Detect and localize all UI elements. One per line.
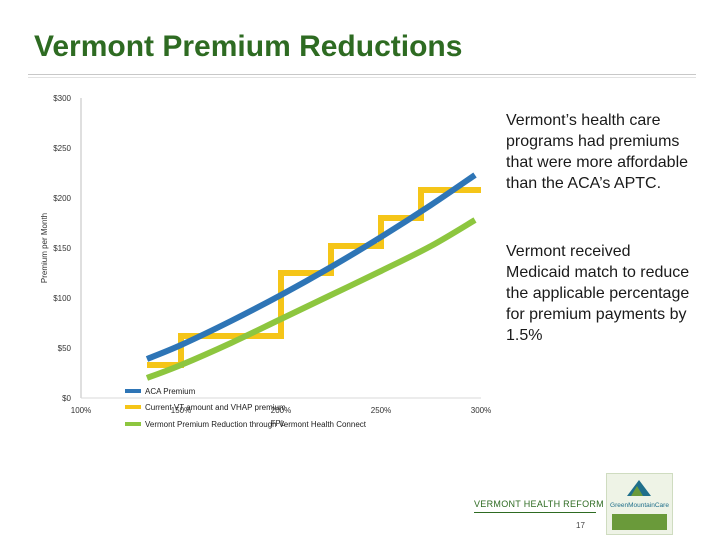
title-divider-shadow bbox=[28, 77, 696, 78]
page-title: Vermont Premium Reductions bbox=[34, 30, 463, 63]
x-tick-label: 300% bbox=[471, 406, 491, 415]
legend-label: Current VT amount and VHAP premium bbox=[145, 403, 286, 412]
logo-band bbox=[612, 514, 667, 530]
x-axis-title: FPL bbox=[271, 419, 286, 428]
y-tick-label: $150 bbox=[53, 244, 71, 253]
mountain-icon: GreenMountainCare bbox=[610, 480, 669, 530]
x-tick-label: 100% bbox=[71, 406, 91, 415]
footer-label: VERMONT HEALTH REFORM bbox=[474, 499, 604, 509]
y-tick-label: $100 bbox=[53, 294, 71, 303]
x-tick-label: 200% bbox=[271, 406, 291, 415]
title-divider bbox=[28, 74, 696, 75]
legend-label: Vermont Premium Reduction through Vermon… bbox=[145, 420, 367, 429]
logo-peak-inner bbox=[631, 486, 643, 496]
x-tick-label: 250% bbox=[371, 406, 391, 415]
body-paragraph-2: Vermont received Medicaid match to reduc… bbox=[506, 243, 690, 344]
y-tick-label: $200 bbox=[53, 194, 71, 203]
body-paragraph-1: Vermont’s health care programs had premi… bbox=[506, 112, 689, 192]
y-tick-label: $250 bbox=[53, 144, 71, 153]
y-tick-label: $0 bbox=[62, 394, 71, 403]
y-axis-title: Premium per Month bbox=[40, 213, 49, 283]
logo-peak bbox=[627, 480, 651, 496]
page-number: 17 bbox=[576, 521, 585, 530]
series-line-0 bbox=[145, 172, 477, 362]
y-tick-label: $50 bbox=[58, 344, 72, 353]
footer-divider bbox=[474, 512, 596, 513]
legend-label: ACA Premium bbox=[145, 387, 196, 396]
y-tick-label: $300 bbox=[53, 94, 71, 103]
logo-wordmark: GreenMountainCare bbox=[610, 502, 669, 509]
series-line-2 bbox=[145, 217, 477, 381]
series-line-1 bbox=[147, 187, 481, 368]
green-mountain-care-logo: GreenMountainCare bbox=[606, 473, 673, 535]
x-tick-label: 150% bbox=[171, 406, 191, 415]
